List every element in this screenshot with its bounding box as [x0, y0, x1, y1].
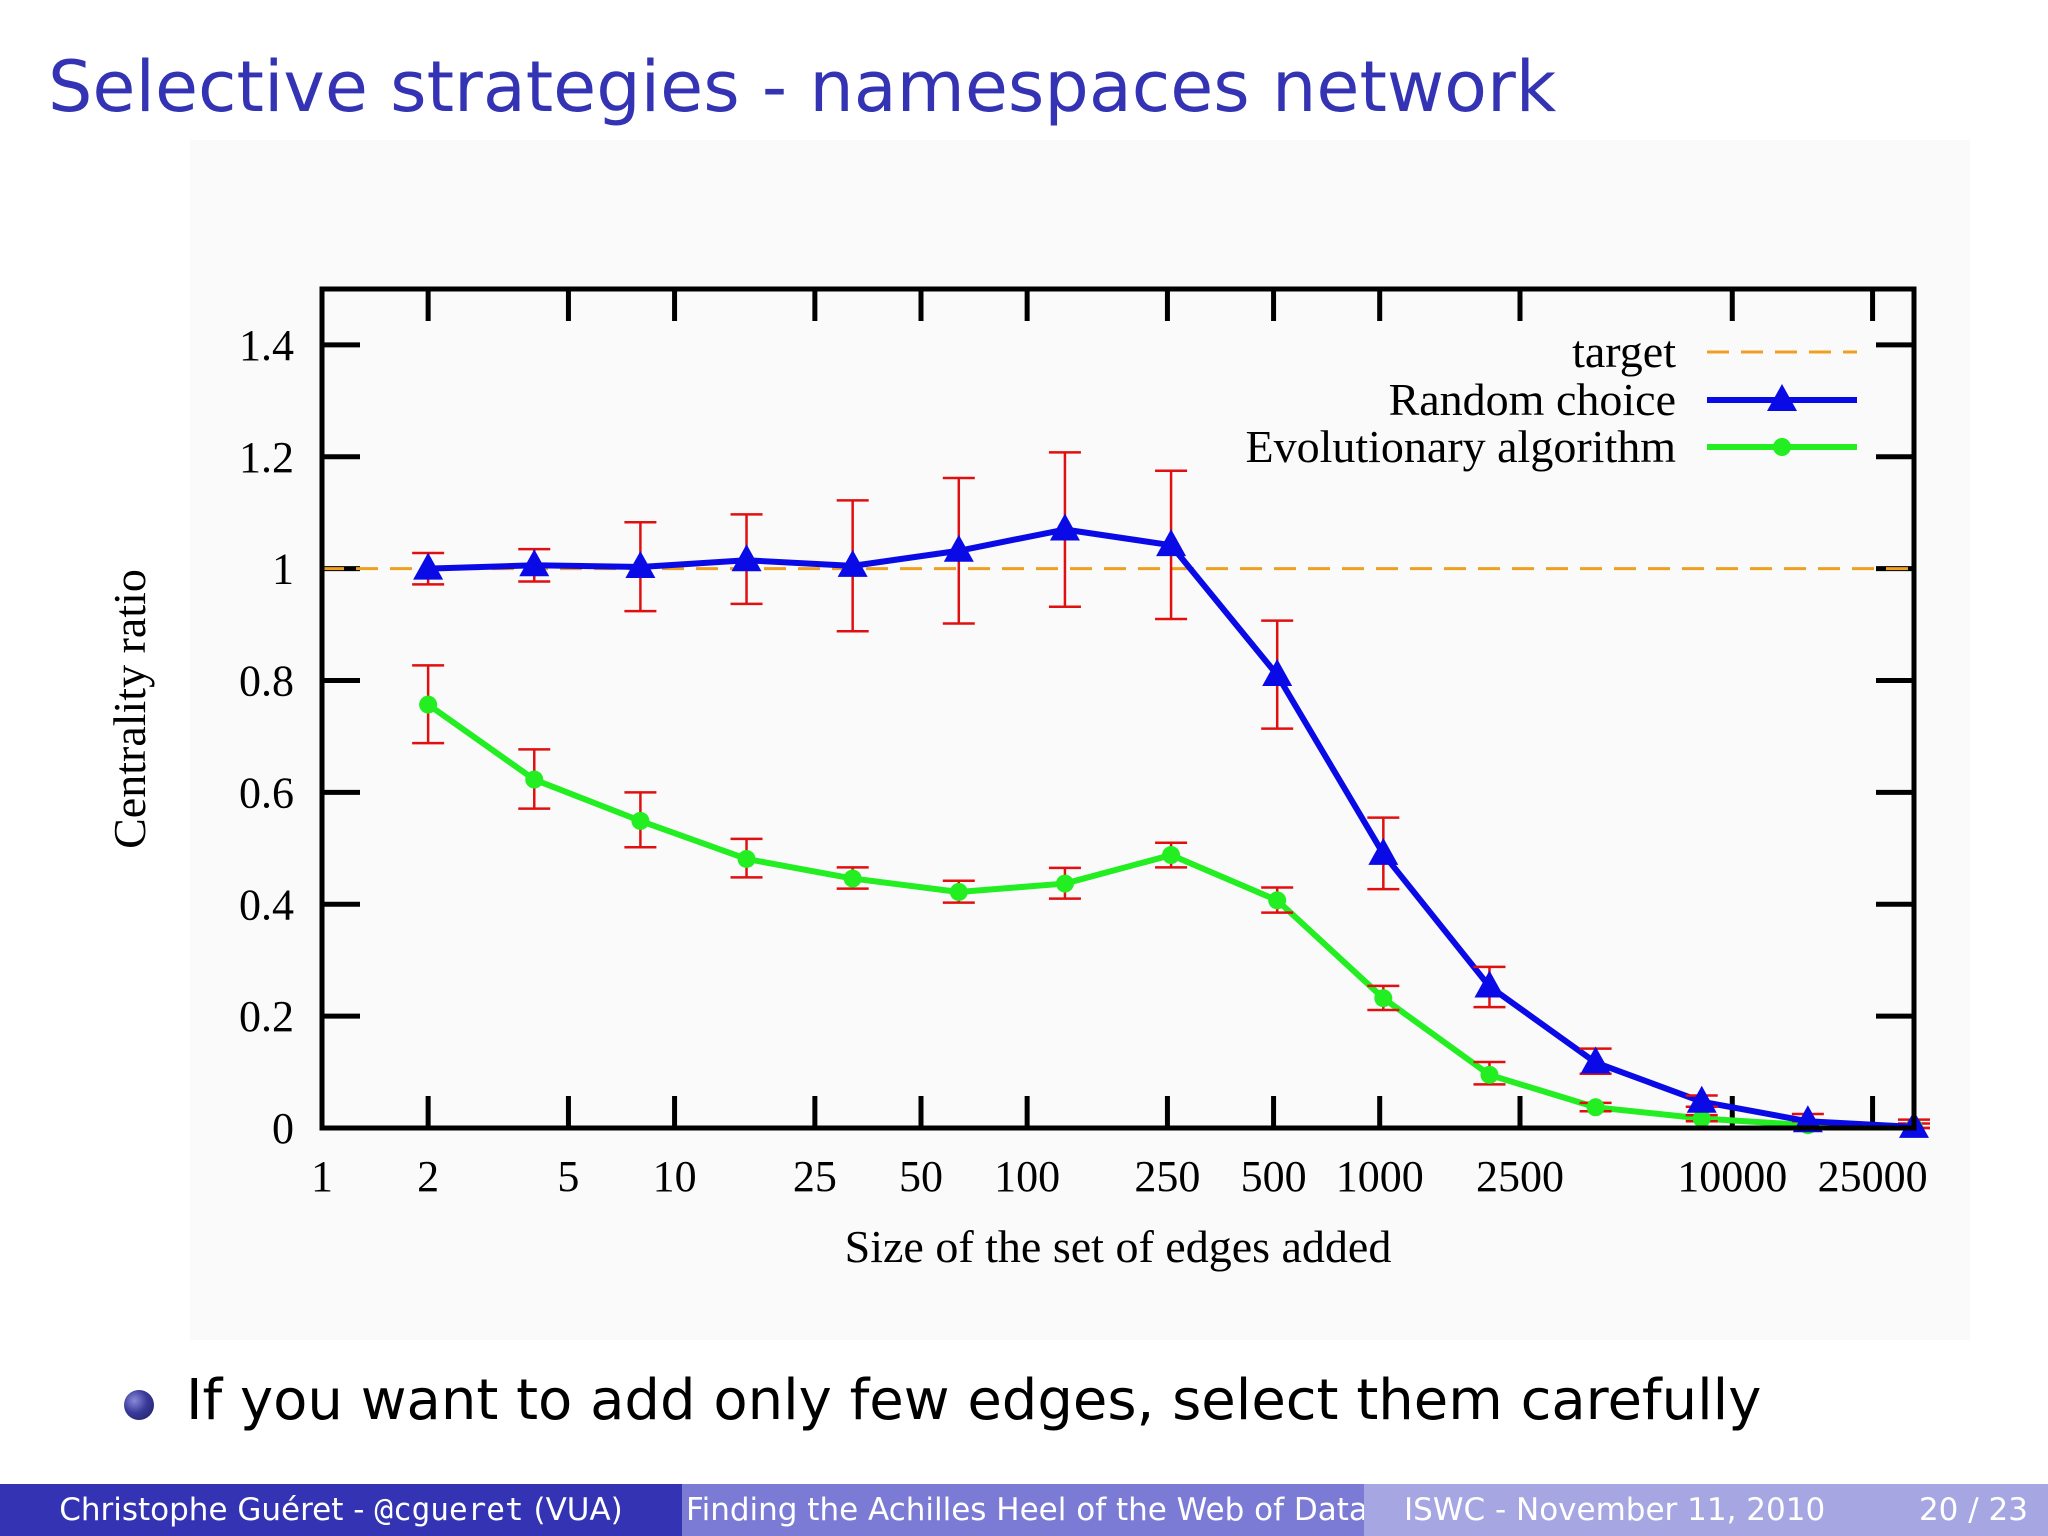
bullet-text: If you want to add only few edges, selec… [186, 1368, 1762, 1433]
x-tick-label: 50 [899, 1152, 943, 1201]
legend-label: target [1572, 326, 1676, 377]
x-tick-label: 1 [311, 1152, 333, 1201]
y-tick-label: 0.6 [239, 768, 294, 817]
evolutionary-point [1692, 1109, 1711, 1128]
random-point [1580, 1046, 1611, 1074]
evolutionary-point [1480, 1065, 1499, 1084]
random-point [837, 549, 868, 577]
y-tick-label: 0.4 [239, 880, 294, 929]
evolutionary-point [1162, 846, 1181, 865]
random-point [1262, 658, 1293, 686]
footer-page-number: 20 / 23 [1918, 1492, 2028, 1528]
footer-event: ISWC - November 11, 2010 [1404, 1492, 1826, 1528]
random-point [731, 544, 762, 572]
random-point [1156, 529, 1187, 557]
x-tick-label: 2500 [1476, 1152, 1564, 1201]
x-tick-label: 5 [557, 1152, 579, 1201]
footer-author: Christophe Guéret - @cgueret (VUA) [0, 1484, 682, 1536]
plot-frame [319, 286, 1917, 1131]
y-tick-label: 0 [272, 1104, 294, 1153]
footer-affiliation: (VUA) [523, 1492, 623, 1528]
evolutionary-point [843, 869, 862, 888]
x-tick-label: 100 [994, 1152, 1060, 1201]
evolutionary-point [1055, 874, 1074, 893]
random-point [625, 550, 656, 578]
x-tick-label: 25000 [1818, 1152, 1928, 1201]
legend-label: Evolutionary algorithm [1245, 421, 1676, 472]
footer-author-handle: @cgueret [374, 1492, 524, 1528]
footer-author-name: Christophe Guéret - [59, 1492, 375, 1528]
centrality-ratio-chart: 00.20.40.60.811.21.41 2 5 10 25 50 100 250 500 10… [104, 286, 1930, 1272]
evolutionary-point [419, 695, 438, 714]
evolutionary-point [1268, 891, 1287, 910]
random-point [413, 552, 444, 580]
x-tick-label: 10 [653, 1152, 697, 1201]
y-axis-label: Centrality ratio [104, 569, 155, 849]
random-point [943, 534, 974, 562]
evolutionary-point [949, 882, 968, 901]
legend-marker [1767, 384, 1797, 411]
evolutionary-point [631, 811, 650, 830]
x-tick-label: 2 [417, 1152, 439, 1201]
evolutionary-point [1586, 1098, 1605, 1117]
x-tick-label: 1000 [1336, 1152, 1424, 1201]
y-tick-label: 0.8 [239, 657, 294, 706]
y-tick-label: 0.2 [239, 992, 294, 1041]
y-tick-label: 1.4 [239, 321, 294, 370]
slide-footer: Christophe Guéret - @cgueret (VUA) Findi… [0, 1484, 2048, 1536]
evolutionary-point [525, 770, 544, 789]
evolutionary-point [737, 849, 756, 868]
footer-talk-title: Finding the Achilles Heel of the Web of … [682, 1484, 1364, 1536]
x-tick-label: 250 [1134, 1152, 1200, 1201]
random-point [1049, 513, 1080, 541]
slide-title: Selective strategies - namespaces networ… [48, 46, 1557, 128]
x-tick-label: 10000 [1677, 1152, 1787, 1201]
y-tick-label: 1.2 [239, 433, 294, 482]
random-point [519, 549, 550, 577]
legend-label: Random choice [1389, 374, 1676, 425]
random-point [1474, 970, 1505, 998]
chart-background [190, 140, 1970, 1340]
random-point [1686, 1085, 1717, 1113]
x-tick-label: 25 [793, 1152, 837, 1201]
bullet-point-icon [124, 1390, 154, 1420]
evolutionary-point [1374, 989, 1393, 1008]
legend-marker [1773, 438, 1791, 456]
random-point [1368, 837, 1399, 865]
evolutionary-line [426, 702, 1915, 1131]
x-tick-label: 500 [1241, 1152, 1307, 1201]
y-tick-label: 1 [272, 545, 294, 594]
x-axis-label: Size of the set of edges added [845, 1221, 1392, 1272]
footer-event-section: ISWC - November 11, 2010 20 / 23 [1364, 1484, 2048, 1536]
